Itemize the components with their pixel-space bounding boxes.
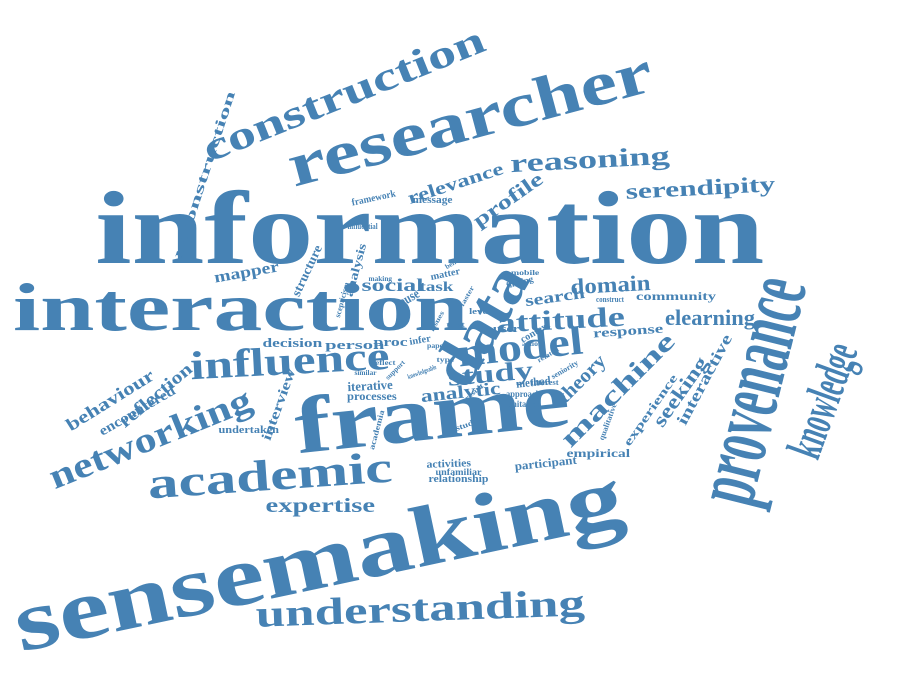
- word-empirical: empirical: [566, 446, 630, 460]
- word-interaction: interaction: [12, 269, 468, 345]
- word-reflect: reflect: [371, 358, 395, 367]
- word-decision: decision: [262, 334, 322, 350]
- word-proc: proc: [372, 333, 408, 349]
- word-information: information: [95, 171, 765, 286]
- word-text: text: [445, 320, 465, 329]
- word-unfamiliar: unfamiliar: [434, 466, 482, 477]
- word-similar: similar: [353, 368, 377, 377]
- word-elearning: elearning: [664, 305, 756, 330]
- word-interest: interest: [531, 378, 559, 387]
- word-user: user: [492, 322, 520, 335]
- word-limitation: limitation: [504, 398, 541, 409]
- word-mobile: mobile: [510, 268, 540, 277]
- word-approach: approach: [506, 388, 541, 399]
- word-processes: processes: [346, 389, 397, 403]
- word-paper: paper: [427, 341, 447, 350]
- word-understanding: understanding: [254, 582, 586, 636]
- word-type: type: [436, 355, 454, 364]
- word-response: response: [592, 320, 664, 340]
- word-community: community: [636, 289, 716, 303]
- word-influential: influential: [347, 222, 378, 231]
- word-construct: construct: [596, 295, 624, 304]
- word-person: person: [325, 336, 385, 352]
- word-message: message: [411, 195, 453, 206]
- word-task: task: [419, 280, 453, 295]
- word-level: level: [469, 307, 491, 316]
- word-relationship: relationship: [428, 474, 488, 485]
- word-action: action: [521, 339, 543, 348]
- word-social: social: [360, 275, 424, 295]
- word-undertaken: undertaken: [217, 425, 279, 436]
- word-making: making: [368, 274, 392, 283]
- word-expertise: expertise: [265, 495, 375, 517]
